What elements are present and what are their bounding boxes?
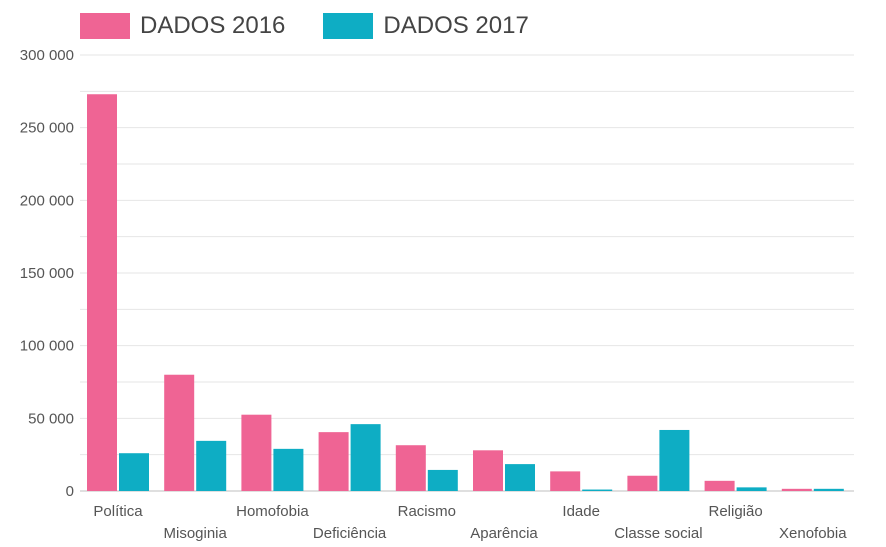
bar-2016: [395, 445, 426, 491]
x-tick-label: Idade: [562, 503, 600, 520]
bar-2017: [736, 487, 767, 491]
y-tick-label: 100 000: [20, 338, 74, 355]
x-tick-label: Aparência: [470, 525, 538, 542]
x-tick-label: Xenofobia: [779, 525, 847, 542]
y-tick-label: 200 000: [20, 192, 74, 209]
bar-2017: [427, 469, 458, 491]
bar-2017: [273, 448, 304, 491]
bar-2017: [119, 453, 149, 491]
legend-item-2016: DADOS 2016: [80, 12, 285, 40]
bar-2016: [704, 480, 735, 491]
bar-2017: [196, 440, 227, 491]
bar-2016: [781, 488, 812, 491]
y-tick-label: 250 000: [20, 120, 74, 137]
legend-label-2017: DADOS 2017: [383, 12, 529, 39]
bar-2017: [813, 488, 844, 491]
bar-2016: [473, 450, 503, 491]
legend-label-2016: DADOS 2016: [140, 12, 286, 39]
legend-swatch-2017: [323, 13, 374, 39]
x-tick-label: Homofobia: [236, 503, 309, 520]
y-tick-label: 0: [66, 483, 74, 500]
x-tick-label: Religião: [708, 503, 762, 520]
bar-2016: [241, 414, 272, 491]
x-tick-label: Deficiência: [313, 525, 387, 542]
bar-2017: [350, 424, 381, 491]
legend-swatch-2016: [80, 13, 130, 39]
bar-2016: [627, 475, 658, 491]
bar-2017: [659, 429, 690, 491]
legend-item-2017: DADOS 2017: [323, 12, 529, 40]
bar-2017: [505, 464, 535, 491]
chart-legend: DADOS 2016 DADOS 2017: [80, 12, 529, 40]
x-tick-label: Misoginia: [164, 525, 228, 542]
bar-2016: [550, 471, 581, 491]
bar-2016: [318, 432, 349, 491]
bar-2017: [582, 489, 613, 491]
y-tick-label: 50 000: [28, 410, 74, 427]
y-tick-label: 300 000: [20, 47, 74, 64]
x-tick-label: Política: [93, 503, 143, 520]
x-tick-label: Classe social: [614, 525, 702, 542]
bar-2016: [164, 374, 195, 491]
y-tick-label: 150 000: [20, 265, 74, 282]
x-tick-label: Racismo: [398, 503, 456, 520]
bar-2016: [87, 94, 117, 492]
